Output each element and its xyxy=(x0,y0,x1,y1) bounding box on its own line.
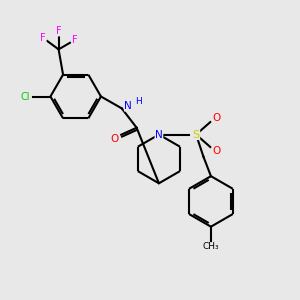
Text: N: N xyxy=(124,101,132,111)
Text: O: O xyxy=(212,113,220,124)
Text: O: O xyxy=(110,134,118,144)
Text: F: F xyxy=(40,33,46,43)
Text: F: F xyxy=(72,35,78,45)
Text: F: F xyxy=(56,26,61,36)
Text: S: S xyxy=(193,130,200,140)
Text: O: O xyxy=(212,146,220,156)
Text: N: N xyxy=(155,130,163,140)
Text: Cl: Cl xyxy=(20,92,30,101)
Text: H: H xyxy=(135,98,142,106)
Text: CH₃: CH₃ xyxy=(202,242,219,251)
